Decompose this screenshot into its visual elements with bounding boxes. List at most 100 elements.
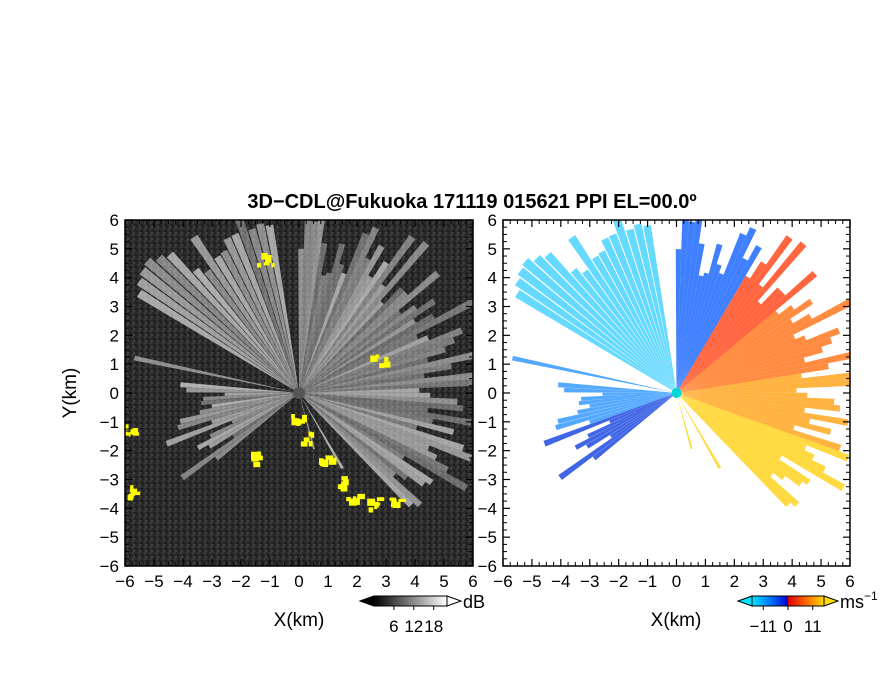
- velocity-beam: [676, 393, 850, 462]
- velocity-beam: [577, 393, 677, 415]
- velocity-beam: [574, 393, 677, 450]
- snr-x-tick-label: 5: [439, 572, 448, 591]
- velocity-beam: [676, 393, 811, 485]
- snr-mask-cell: [261, 253, 268, 260]
- velocity-x-tick-label: 0: [672, 572, 681, 591]
- velocity-beam: [676, 305, 795, 393]
- velocity-y-tick-label: 1: [488, 355, 497, 374]
- velocity-beam: [676, 270, 818, 393]
- velocity-beam: [676, 313, 812, 393]
- velocity-beam: [676, 264, 722, 393]
- snr-y-tick-label: 0: [110, 384, 119, 403]
- velocity-y-tick-label: 3: [488, 298, 497, 317]
- snr-beam: [203, 393, 299, 401]
- velocity-beam: [676, 393, 774, 477]
- snr-beam: [134, 355, 299, 393]
- velocity-beam: [676, 243, 723, 393]
- velocity-y-tick-label: 2: [488, 326, 497, 345]
- snr-beam: [299, 357, 428, 393]
- velocity-beam: [612, 220, 677, 393]
- snr-beam: [299, 287, 405, 393]
- velocity-y-tick-label: −2: [478, 442, 497, 461]
- velocity-beam: [592, 393, 677, 461]
- velocity-beam: [676, 327, 841, 393]
- snr-x-tick-label: 1: [323, 572, 332, 591]
- velocity-beam: [514, 277, 677, 393]
- velocity-beam: [676, 284, 763, 393]
- snr-y-tick-label: 5: [110, 240, 119, 259]
- velocity-beam: [517, 267, 677, 393]
- snr-mask-cell: [357, 493, 365, 500]
- velocity-beam: [676, 232, 747, 393]
- snr-x-tick-label: −3: [202, 572, 221, 591]
- snr-beam: [299, 393, 464, 412]
- velocity-beam: [676, 245, 762, 393]
- snr-beam: [165, 393, 299, 447]
- snr-mask-cell: [125, 424, 129, 431]
- snr-beam: [231, 393, 299, 424]
- snr-beam: [299, 393, 438, 461]
- snr-beam: [299, 318, 416, 393]
- snr-mask-cell: [251, 457, 259, 462]
- snr-x-tick-label: 3: [381, 572, 390, 591]
- velocity-beam: [564, 387, 677, 393]
- velocity-beam: [609, 393, 677, 438]
- velocity-beam: [533, 254, 677, 393]
- snr-mask-cell: [271, 263, 275, 268]
- snr-beam: [299, 300, 384, 393]
- snr-y-tick-label: −4: [100, 499, 119, 518]
- velocity-beam: [602, 392, 677, 396]
- snr-beam: [299, 310, 402, 393]
- velocity-y-tick-label: 0: [488, 384, 497, 403]
- velocity-y-tick-label: 5: [488, 240, 497, 259]
- snr-beam: [299, 393, 465, 452]
- snr-beam: [215, 393, 299, 461]
- snr-x-tick-label: 2: [352, 572, 361, 591]
- snr-beam: [299, 274, 326, 393]
- snr-beam: [200, 393, 299, 406]
- snr-mask-cell: [253, 462, 261, 468]
- velocity-beam: [676, 393, 849, 426]
- snr-beam: [299, 221, 318, 393]
- snr-beam: [299, 393, 472, 426]
- snr-beam: [204, 269, 299, 393]
- snr-beam: [299, 379, 473, 393]
- velocity-colorbar-tick-label: 11: [804, 617, 822, 636]
- snr-mask-cell: [376, 497, 385, 502]
- velocity-beam: [676, 392, 808, 398]
- snr-beam: [299, 393, 423, 508]
- velocity-beam: [676, 301, 762, 393]
- snr-beam: [180, 382, 299, 393]
- snr-beam: [299, 260, 389, 393]
- snr-beam: [299, 232, 370, 393]
- snr-mask-cell: [256, 455, 263, 461]
- velocity-beam: [676, 393, 800, 507]
- velocity-beam: [676, 235, 793, 393]
- velocity-beam: [676, 346, 824, 393]
- velocity-beam: [676, 393, 803, 487]
- snr-x-tick-label: −1: [260, 572, 279, 591]
- velocity-beam: [558, 393, 677, 481]
- velocity-colorbar-right-arrow: [823, 595, 840, 607]
- velocity-x-tick-label: −3: [580, 572, 599, 591]
- snr-colorbar-gradient: [373, 595, 448, 607]
- snr-beam: [155, 254, 299, 393]
- velocity-beam: [676, 275, 704, 393]
- snr-mask-cell: [265, 255, 272, 263]
- snr-mask-cell: [308, 431, 312, 437]
- snr-mask-cell: [383, 361, 391, 368]
- snr-beam: [199, 393, 299, 415]
- snr-beam: [196, 393, 299, 450]
- snr-beam: [299, 373, 425, 393]
- velocity-y-tick-label: 4: [488, 269, 497, 288]
- snr-x-axis-label: X(km): [274, 610, 325, 631]
- snr-beam: [299, 393, 409, 481]
- snr-colorbar-tick-label: 18: [424, 617, 443, 636]
- snr-beam: [299, 313, 435, 393]
- velocity-beam: [601, 237, 677, 393]
- snr-beam: [299, 393, 469, 492]
- snr-colorbar-tick-label: 6: [389, 617, 398, 636]
- velocity-beam: [676, 393, 842, 452]
- snr-x-tick-label: 6: [468, 572, 477, 591]
- velocity-beam: [676, 257, 748, 393]
